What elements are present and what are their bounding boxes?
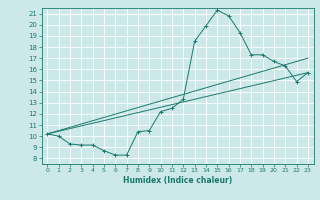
X-axis label: Humidex (Indice chaleur): Humidex (Indice chaleur) [123,176,232,185]
